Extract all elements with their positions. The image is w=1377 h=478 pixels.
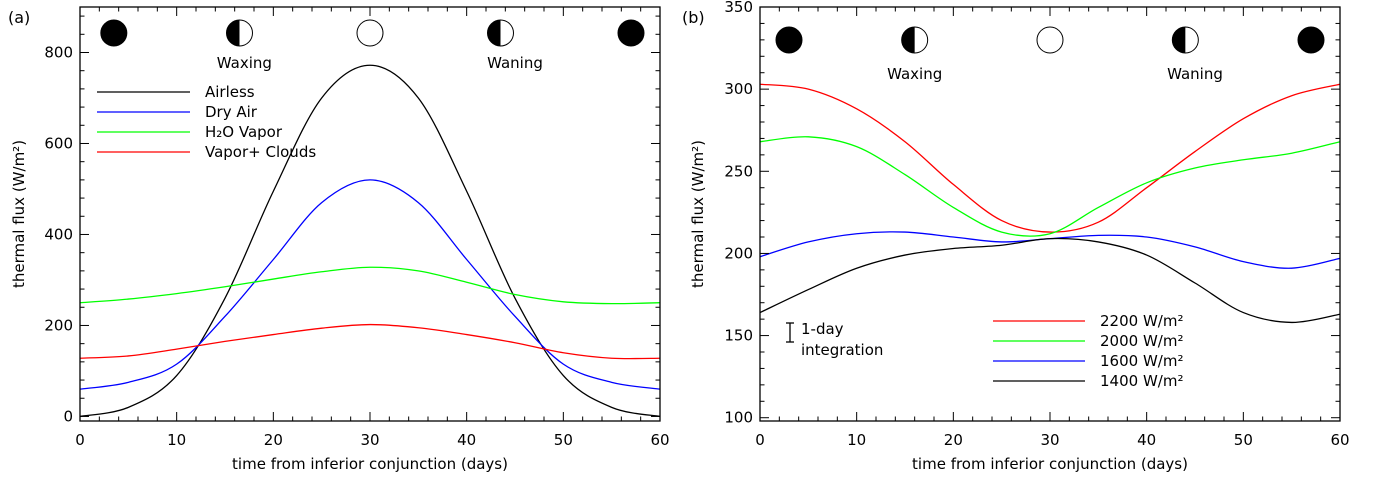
series-line-0 [760, 83, 1340, 233]
y-tick-label: 150 [724, 327, 753, 345]
moon-phase-icon [901, 26, 929, 54]
moon-phase-icon [1297, 26, 1325, 54]
legend-label: 2200 W/m² [1100, 312, 1183, 330]
plot-frame [79, 6, 661, 422]
new-moon-disc [617, 19, 645, 47]
new-moon-disc [100, 19, 128, 47]
series-line-0 [80, 64, 660, 418]
y-tick-label: 200 [724, 244, 753, 262]
legend-label: Vapor+ Clouds [205, 143, 316, 161]
legend-label: Airless [205, 83, 255, 101]
phase-label: Waning [487, 54, 543, 72]
panel-label: (b) [682, 8, 705, 27]
y-tick-label: 800 [44, 43, 73, 61]
legend-label: 1400 W/m² [1100, 372, 1183, 390]
annotation-text: 1-day integration [801, 320, 883, 359]
x-tick-label: 40 [457, 431, 476, 449]
x-tick-label: 40 [1137, 431, 1156, 449]
full-moon-disc [356, 19, 384, 47]
moon-phase-icon [226, 19, 253, 47]
series-line-3 [80, 323, 660, 360]
moon-phase-icon [1036, 26, 1064, 54]
panel-label: (a) [8, 8, 30, 27]
series-line-2 [80, 266, 660, 305]
series-line-1 [80, 179, 660, 390]
x-tick-label: 60 [1330, 431, 1349, 449]
x-tick-label: 0 [75, 431, 85, 449]
x-tick-label: 20 [264, 431, 283, 449]
moon-phase-icon [100, 19, 128, 47]
half-moon-dark-side [1172, 27, 1186, 53]
y-axis-label: thermal flux (W/m²) [10, 140, 28, 288]
series-line-2 [760, 231, 1340, 269]
legend-label: H₂O Vapor [205, 123, 283, 141]
y-tick-label: 250 [724, 162, 753, 180]
moon-phase-icon [487, 19, 514, 47]
x-tick-label: 50 [554, 431, 573, 449]
chart-panel-b: (b) 0 10 20 30 40 50 60 100 150 200 250 300 350 time f… [682, 0, 1350, 473]
legend: Airless Dry Air H₂O Vapor Vapor+ Clouds [97, 83, 316, 161]
moon-phase-icon [775, 26, 803, 54]
moon-phase-icon [356, 19, 384, 47]
moon-phase-icon [1171, 26, 1199, 54]
phase-label: Waxing [887, 65, 942, 83]
series-line-1 [760, 136, 1340, 237]
x-axis-label: time from inferior conjunction (days) [232, 455, 508, 473]
x-tick-label: 10 [847, 431, 866, 449]
y-tick-label: 300 [724, 80, 753, 98]
moon-phase-icon [617, 19, 645, 47]
half-moon-dark-side [226, 20, 240, 46]
x-tick-label: 10 [167, 431, 186, 449]
x-tick-label: 30 [360, 431, 379, 449]
legend-label: Dry Air [205, 103, 258, 121]
legend-label: 2000 W/m² [1100, 332, 1183, 350]
legend-label: 1600 W/m² [1100, 352, 1183, 370]
phase-label: Waning [1167, 65, 1223, 83]
x-tick-label: 50 [1234, 431, 1253, 449]
x-tick-label: 20 [944, 431, 963, 449]
y-tick-label: 200 [44, 316, 73, 334]
x-tick-label: 0 [755, 431, 765, 449]
phase-label: Waxing [217, 54, 272, 72]
series-lines [80, 64, 660, 418]
x-tick-label: 30 [1040, 431, 1059, 449]
new-moon-disc [775, 26, 803, 54]
legend: 2200 W/m² 2000 W/m² 1600 W/m² 1400 W/m² [993, 312, 1183, 390]
y-tick-label: 100 [724, 409, 753, 427]
new-moon-disc [1297, 26, 1325, 54]
half-moon-dark-side [901, 27, 915, 53]
full-moon-disc [1036, 26, 1064, 54]
series-line-3 [760, 237, 1340, 324]
y-tick-label: 0 [63, 407, 73, 425]
x-axis-label: time from inferior conjunction (days) [912, 455, 1188, 473]
y-tick-label: 350 [724, 0, 753, 16]
y-tick-label: 400 [44, 225, 73, 243]
x-tick-label: 60 [650, 431, 669, 449]
half-moon-dark-side [487, 20, 501, 46]
y-axis-label: thermal flux (W/m²) [689, 140, 707, 288]
y-tick-label: 600 [44, 134, 73, 152]
series-lines [760, 83, 1340, 324]
